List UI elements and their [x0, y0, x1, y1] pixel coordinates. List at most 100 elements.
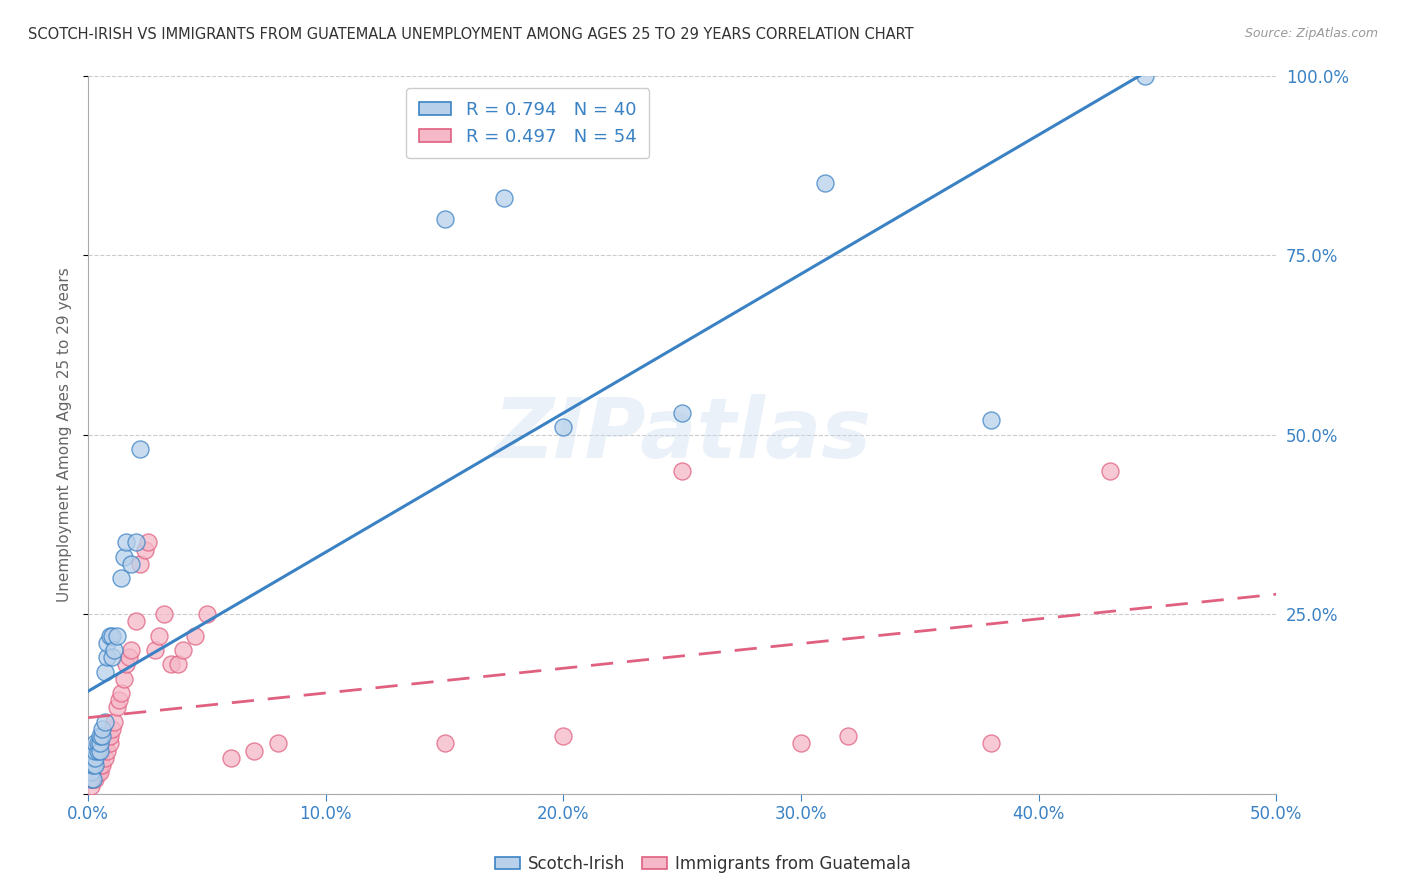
Legend: R = 0.794   N = 40, R = 0.497   N = 54: R = 0.794 N = 40, R = 0.497 N = 54 [406, 88, 650, 159]
Point [91, 729, 114, 743]
Point [98, 736, 121, 750]
Point [79, 765, 101, 780]
Point [94, 751, 117, 765]
Point [79, 765, 101, 780]
Point [96, 743, 118, 757]
Point [84, 751, 107, 765]
Point [814, 176, 837, 190]
Point [267, 736, 290, 750]
Point [143, 643, 166, 657]
Point [82, 772, 104, 787]
Point [115, 535, 138, 549]
Point [195, 607, 218, 621]
Point [837, 729, 859, 743]
Point [112, 672, 135, 686]
Point [96, 650, 118, 665]
Point [86, 765, 108, 780]
Point [172, 643, 194, 657]
Point [96, 729, 118, 743]
Point [84, 743, 107, 757]
Point [553, 420, 575, 434]
Text: Source: ZipAtlas.com: Source: ZipAtlas.com [1244, 27, 1378, 40]
Point [86, 743, 108, 757]
Point [108, 693, 131, 707]
Point [112, 549, 135, 564]
Point [84, 765, 107, 780]
Point [553, 729, 575, 743]
Point [103, 643, 125, 657]
Point [101, 629, 124, 643]
Point [89, 765, 111, 780]
Point [671, 406, 693, 420]
Point [101, 722, 124, 736]
Legend: Scotch-Irish, Immigrants from Guatemala: Scotch-Irish, Immigrants from Guatemala [488, 848, 918, 880]
Point [94, 714, 117, 729]
Point [89, 743, 111, 757]
Point [124, 615, 146, 629]
Point [82, 751, 104, 765]
Point [129, 557, 152, 571]
Point [84, 758, 107, 772]
Point [980, 413, 1002, 427]
Point [110, 571, 132, 585]
Point [91, 722, 114, 736]
Point [94, 665, 117, 679]
Point [79, 780, 101, 794]
Point [82, 758, 104, 772]
Point [89, 729, 111, 743]
Point [433, 212, 456, 227]
Point [117, 650, 139, 665]
Point [96, 636, 118, 650]
Point [115, 657, 138, 672]
Point [1135, 69, 1157, 83]
Point [160, 657, 183, 672]
Point [91, 743, 114, 757]
Text: ZIPatlas: ZIPatlas [494, 394, 872, 475]
Point [79, 758, 101, 772]
Text: SCOTCH-IRISH VS IMMIGRANTS FROM GUATEMALA UNEMPLOYMENT AMONG AGES 25 TO 29 YEARS: SCOTCH-IRISH VS IMMIGRANTS FROM GUATEMAL… [28, 27, 914, 42]
Point [91, 758, 114, 772]
Point [86, 736, 108, 750]
Point [134, 542, 156, 557]
Point [148, 629, 170, 643]
Point [89, 736, 111, 750]
Point [167, 657, 190, 672]
Point [671, 463, 693, 477]
Point [84, 772, 107, 787]
Point [79, 772, 101, 787]
Point [120, 557, 142, 571]
Point [79, 772, 101, 787]
Point [433, 736, 456, 750]
Point [82, 758, 104, 772]
Point [124, 535, 146, 549]
Point [82, 765, 104, 780]
Point [243, 743, 266, 757]
Point [219, 751, 242, 765]
Point [136, 535, 159, 549]
Point [153, 607, 176, 621]
Point [82, 743, 104, 757]
Y-axis label: Unemployment Among Ages 25 to 29 years: Unemployment Among Ages 25 to 29 years [58, 268, 72, 602]
Point [86, 758, 108, 772]
Point [84, 736, 107, 750]
Point [98, 729, 121, 743]
Point [86, 751, 108, 765]
Point [980, 736, 1002, 750]
Point [1098, 463, 1121, 477]
Point [94, 736, 117, 750]
Point [184, 629, 207, 643]
Point [129, 442, 152, 456]
Point [105, 629, 128, 643]
Point [105, 700, 128, 714]
Point [101, 650, 124, 665]
Point [110, 686, 132, 700]
Point [790, 736, 813, 750]
Point [89, 751, 111, 765]
Point [103, 714, 125, 729]
Point [492, 191, 515, 205]
Point [98, 629, 121, 643]
Point [89, 758, 111, 772]
Point [82, 772, 104, 787]
Point [120, 643, 142, 657]
Point [84, 758, 107, 772]
